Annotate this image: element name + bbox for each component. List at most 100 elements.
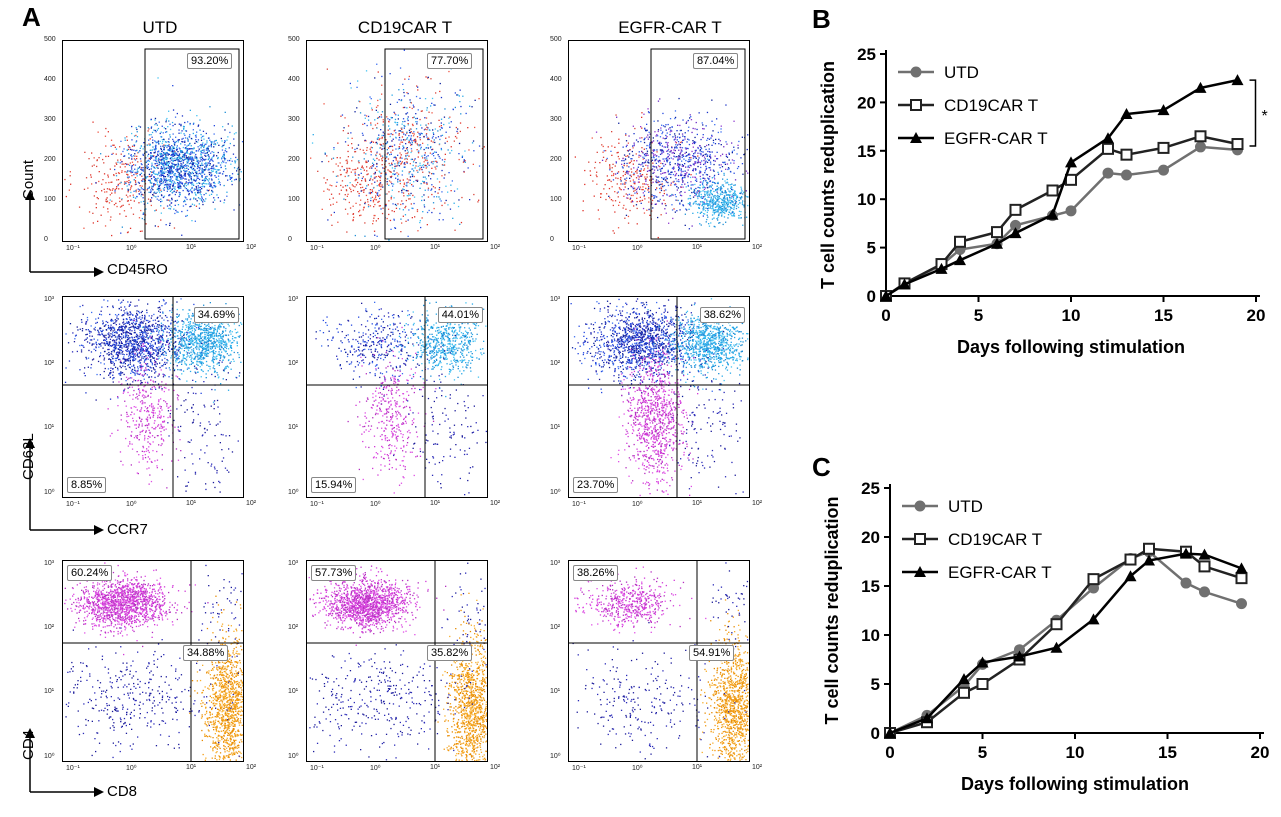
quadrant-upper-right-percentage: 38.62% xyxy=(700,307,745,323)
x-tick-label: 10¹ xyxy=(186,500,196,507)
data-point-1 xyxy=(1126,555,1136,565)
column-title-cd19car: CD19CAR T xyxy=(335,18,475,38)
x-tick-label: 5 xyxy=(974,306,983,325)
gate-percentage: 93.20% xyxy=(187,53,232,69)
data-point-1 xyxy=(1011,205,1021,215)
data-point-0 xyxy=(1196,142,1206,152)
y-tick-label: 10¹ xyxy=(44,688,54,695)
data-point-2 xyxy=(1065,156,1077,167)
x-tick-label: 10² xyxy=(752,764,762,771)
x-tick-label: 10⁰ xyxy=(370,764,381,772)
gate-percentage: 77.70% xyxy=(427,53,472,69)
x-tick-label: 5 xyxy=(978,743,987,762)
y-tick-label: 10² xyxy=(44,360,54,367)
legend-label-0: UTD xyxy=(944,63,979,82)
y-tick-label: 500 xyxy=(288,36,300,43)
x-tick-label: 10² xyxy=(246,244,256,251)
x-tick-label: 20 xyxy=(1251,743,1270,762)
flow-scatter-ccr7-1 xyxy=(307,297,487,497)
y-tick-label: 300 xyxy=(550,116,562,123)
data-point-1 xyxy=(978,679,988,689)
x-tick-label: 10¹ xyxy=(430,764,440,771)
y-tick-label: 10⁰ xyxy=(288,752,299,760)
legend-label-2: EGFR-CAR T xyxy=(948,563,1052,582)
y-tick-label: 0 xyxy=(867,287,876,306)
x-tick-label: 10¹ xyxy=(692,764,702,771)
y-tick-label: 10³ xyxy=(288,296,298,303)
x-tick-label: 10² xyxy=(490,764,500,771)
flow-plot-ccr7-2: 38.62% 23.70% xyxy=(568,296,750,498)
legend-label-2: EGFR-CAR T xyxy=(944,129,1048,148)
data-point-1 xyxy=(1237,573,1247,583)
y-tick-label: 10⁰ xyxy=(550,488,561,496)
flow-plot-ccr7-1: 44.01% 15.94% xyxy=(306,296,488,498)
quadrant-upper-right-percentage: 34.69% xyxy=(194,307,239,323)
data-point-0 xyxy=(1066,206,1076,216)
data-point-1 xyxy=(1233,139,1243,149)
axis-label-ccr7: CCR7 xyxy=(107,521,148,538)
legend-marker-1 xyxy=(911,100,921,110)
column-title-egfrcar: EGFR-CAR T xyxy=(600,18,740,38)
x-tick-label: 10⁰ xyxy=(370,500,381,508)
y-axis-label: T cell counts reduplication xyxy=(822,496,842,724)
x-tick-label: 10⁻¹ xyxy=(310,500,324,508)
x-tick-label: 15 xyxy=(1154,306,1173,325)
y-tick-label: 0 xyxy=(550,236,554,243)
flow-plot-cd4cd8-1: 57.73%35.82% xyxy=(306,560,488,762)
x-tick-label: 0 xyxy=(881,306,890,325)
x-tick-label: 10⁻¹ xyxy=(310,764,324,772)
data-point-1 xyxy=(1159,143,1169,153)
significance-bracket xyxy=(1250,80,1256,146)
quadrant-upper-right-percentage: 44.01% xyxy=(438,307,483,323)
y-axis-label: T cell counts reduplication xyxy=(818,61,838,289)
y-tick-label: 25 xyxy=(861,479,880,498)
x-tick-label: 10² xyxy=(752,244,762,251)
data-point-2 xyxy=(1232,74,1244,85)
flow-scatter-cd45ro-2 xyxy=(569,41,749,241)
y-tick-label: 10³ xyxy=(550,560,560,567)
quadrant-lower-left-percentage: 15.94% xyxy=(311,477,356,493)
y-tick-label: 400 xyxy=(550,76,562,83)
x-tick-label: 10² xyxy=(752,500,762,507)
legend-label-1: CD19CAR T xyxy=(944,96,1038,115)
y-tick-label: 10 xyxy=(857,190,876,209)
quadrant-lower-right-percentage: 34.88% xyxy=(183,645,228,661)
legend-label-1: CD19CAR T xyxy=(948,530,1042,549)
data-point-0 xyxy=(1200,587,1210,597)
y-tick-label: 300 xyxy=(44,116,56,123)
y-tick-label: 500 xyxy=(44,36,56,43)
y-tick-label: 10¹ xyxy=(288,688,298,695)
quadrant-upper-left-percentage: 38.26% xyxy=(573,565,618,581)
flow-scatter-ccr7-2 xyxy=(569,297,749,497)
y-tick-label: 100 xyxy=(550,196,562,203)
y-tick-label: 25 xyxy=(857,45,876,64)
x-axis-label: Days following stimulation xyxy=(961,774,1189,794)
x-tick-label: 0 xyxy=(885,743,894,762)
data-point-1 xyxy=(1122,150,1132,160)
axis-label-cd4: CD4 xyxy=(20,730,37,760)
y-tick-label: 10³ xyxy=(44,296,54,303)
y-tick-label: 400 xyxy=(288,76,300,83)
axis-label-cd45ro: CD45RO xyxy=(107,261,168,278)
x-tick-label: 10⁰ xyxy=(632,764,643,772)
data-point-1 xyxy=(1200,561,1210,571)
data-point-1 xyxy=(1089,574,1099,584)
x-tick-label: 10² xyxy=(490,500,500,507)
x-tick-label: 20 xyxy=(1247,306,1266,325)
y-tick-label: 20 xyxy=(857,93,876,112)
y-tick-label: 10² xyxy=(550,360,560,367)
quadrant-lower-left-percentage: 23.70% xyxy=(573,477,618,493)
data-point-1 xyxy=(1103,144,1113,154)
flow-scatter-cd4cd8-1 xyxy=(307,561,487,761)
x-tick-label: 10⁰ xyxy=(632,244,643,252)
x-tick-label: 10⁰ xyxy=(632,500,643,508)
data-point-2 xyxy=(954,254,966,265)
y-tick-label: 10² xyxy=(550,624,560,631)
legend-marker-1 xyxy=(915,534,925,544)
axis-label-count: Count xyxy=(20,160,37,200)
y-tick-label: 10² xyxy=(288,624,298,631)
y-tick-label: 10 xyxy=(861,626,880,645)
data-point-0 xyxy=(1122,170,1132,180)
y-tick-label: 10³ xyxy=(44,560,54,567)
